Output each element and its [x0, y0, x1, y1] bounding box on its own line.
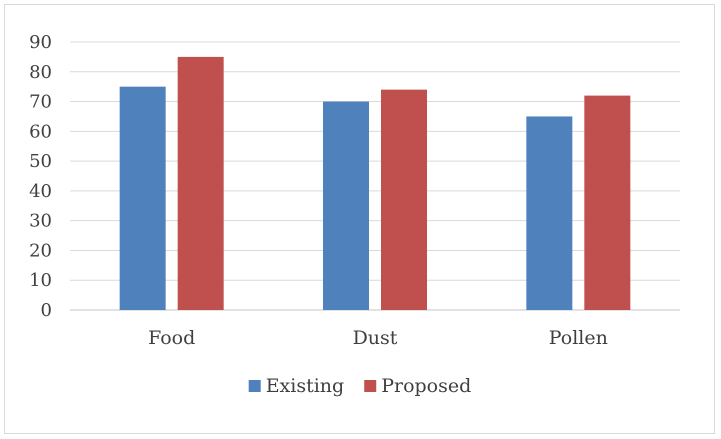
legend-swatch-existing — [248, 380, 261, 392]
bar-existing-food — [119, 86, 166, 311]
y-tick-label: 0 — [41, 300, 52, 321]
x-tick-label: Dust — [353, 327, 398, 349]
y-tick-label: 80 — [29, 62, 52, 83]
bar-existing-pollen — [526, 116, 573, 310]
x-axis-ticks: Food Dust Pollen — [148, 327, 608, 349]
bar-proposed-food — [177, 56, 224, 311]
bar-existing-dust — [323, 101, 369, 310]
legend-label-proposed: Proposed — [381, 375, 471, 397]
y-tick-label: 90 — [29, 32, 52, 53]
y-tick-label: 30 — [29, 211, 52, 232]
bar-proposed-dust — [381, 89, 427, 311]
legend-label-existing: Existing — [266, 375, 345, 397]
bar-proposed-pollen — [584, 95, 631, 310]
y-axis-ticks: 0 10 20 30 40 50 60 70 80 90 — [29, 32, 52, 321]
y-tick-label: 70 — [29, 92, 52, 113]
y-tick-label: 10 — [29, 270, 52, 291]
y-tick-label: 60 — [29, 121, 52, 142]
y-tick-label: 20 — [29, 240, 52, 261]
x-tick-label: Pollen — [549, 327, 608, 349]
legend: Existing Proposed — [248, 375, 471, 397]
bars — [119, 56, 631, 311]
gridlines — [70, 41, 680, 311]
y-tick-label: 50 — [29, 151, 52, 172]
legend-swatch-proposed — [364, 380, 377, 392]
y-tick-label: 40 — [29, 181, 52, 202]
x-tick-label: Food — [148, 327, 195, 349]
